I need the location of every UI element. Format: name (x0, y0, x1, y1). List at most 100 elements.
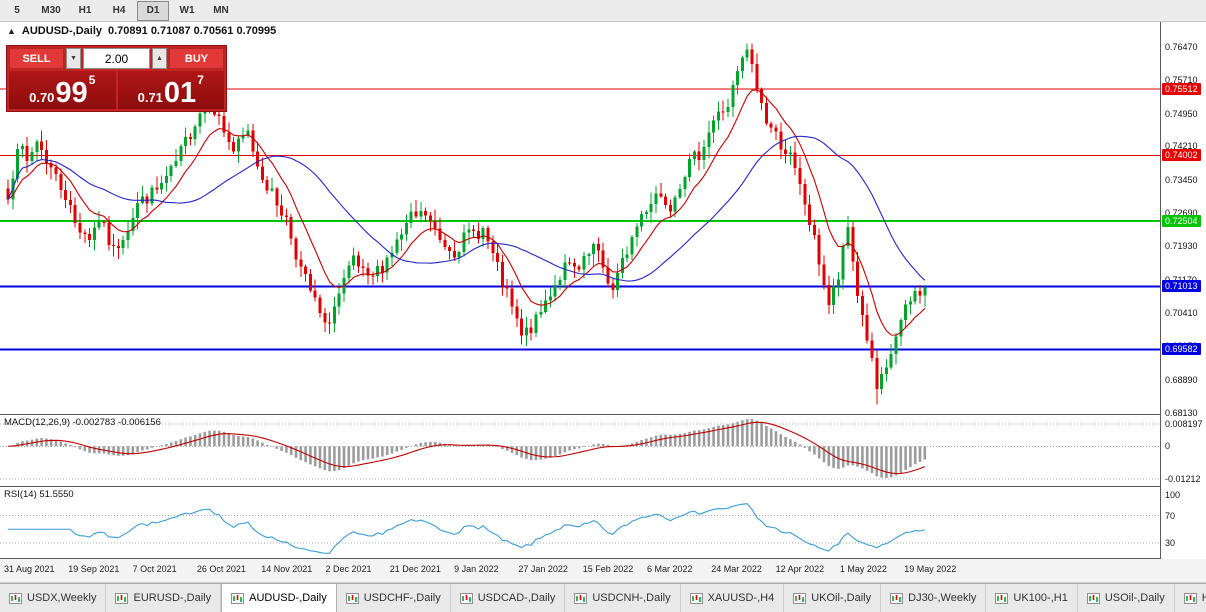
timeframe-button-h1[interactable]: H1 (78, 5, 92, 16)
volume-step-down-button[interactable]: ▼ (66, 48, 81, 69)
chart-ohlc-values: 0.70891 0.71087 0.70561 0.70995 (108, 25, 277, 37)
tab-chart-icon (1086, 592, 1100, 604)
tab-chart-icon (1183, 592, 1197, 604)
timeframe-button-d1[interactable]: D1 (137, 0, 169, 21)
macd-canvas (0, 419, 1160, 480)
chart-tab-label: USDCHF-,Daily (363, 592, 441, 604)
sell-button[interactable]: SELL (9, 48, 64, 69)
date-label: 24 Mar 2022 (711, 564, 762, 574)
chart-tab-eurusd-daily[interactable]: EURUSD-,Daily (106, 584, 222, 612)
chart-tab-xauusd-h4[interactable]: XAUUSD-,H4 (681, 584, 785, 612)
timeframe-button-mn[interactable]: MN (213, 5, 229, 16)
chart-tab-label: UKOil-,Daily (811, 592, 872, 604)
rsi-indicator-panel[interactable]: RSI(14) 51.5550 (0, 487, 1160, 559)
tab-chart-icon (459, 592, 473, 604)
price-tick: 0.72690 (1165, 207, 1198, 218)
chart-ohlc-header: ▲ AUDUSD-,Daily 0.70891 0.71087 0.70561 … (7, 25, 276, 37)
date-label: 6 Mar 2022 (647, 564, 693, 574)
chart-tab-usdcnh-daily[interactable]: USDCNH-,Daily (565, 584, 681, 612)
volume-input[interactable]: 2.00 (83, 48, 150, 69)
chart-tab-label: USDX,Weekly (27, 592, 97, 604)
price-tick: 0.68130 (1165, 408, 1198, 418)
date-label: 27 Jan 2022 (518, 564, 568, 574)
price-tick: 0.71930 (1165, 241, 1198, 252)
price-level-badge: 0.74002 (1162, 148, 1201, 161)
price-tick: 0.76470 (1165, 42, 1198, 52)
price-level-badge: 0.69582 (1162, 342, 1201, 355)
chart-tab-uk100-h1[interactable]: UK100-,H1 (986, 584, 1078, 612)
chart-tab-usdcad-daily[interactable]: USDCAD-,Daily (451, 584, 566, 612)
rsi-axis-tick: 30 (1165, 537, 1176, 548)
chart-tab-label: EURUSD-,Daily (133, 592, 212, 604)
ask-price[interactable]: 0.71 01 7 (117, 71, 224, 109)
bid-price[interactable]: 0.70 99 5 (9, 71, 116, 109)
chart-tab-label: UK100-,H1 (1013, 592, 1068, 604)
date-label: 12 Apr 2022 (775, 564, 825, 574)
date-label: 1 May 2022 (839, 564, 887, 574)
rsi-axis-tick: 70 (1165, 510, 1176, 521)
one-click-trade-panel: SELL ▼ 2.00 ▲ BUY 0.70 99 5 0.71 01 7 (6, 45, 227, 112)
rsi-axis-tick: 100 (1165, 490, 1181, 500)
date-label: 21 Dec 2021 (389, 564, 441, 574)
timeframe-button-m30[interactable]: M30 (41, 5, 61, 16)
rsi-label: RSI(14) 51.5550 (4, 489, 74, 500)
date-label: 7 Oct 2021 (132, 564, 177, 574)
volume-step-up-button[interactable]: ▲ (152, 48, 167, 69)
date-label: 19 May 2022 (904, 564, 957, 574)
date-label: 9 Jan 2022 (454, 564, 499, 574)
chart-tab-label: USDCAD-,Daily (477, 592, 556, 604)
tab-chart-icon (115, 592, 129, 604)
chart-tab-hk50-h1[interactable]: HK50-,H1 (1175, 584, 1206, 612)
timeframe-button-h4[interactable]: H4 (112, 5, 126, 16)
price-level-badge: 0.71013 (1162, 279, 1201, 292)
chart-tab-label: USDCNH-,Daily (592, 592, 671, 604)
chart-tab-label: USOil-,Daily (1104, 592, 1165, 604)
tab-chart-icon (689, 592, 703, 604)
macd-axis-tick: -0.01212 (1165, 473, 1201, 484)
price-tick: 0.73450 (1165, 174, 1198, 185)
price-level-badge: 0.75512 (1162, 82, 1201, 95)
buy-button[interactable]: BUY (169, 48, 224, 69)
price-tick: 0.74210 (1165, 141, 1198, 152)
macd-axis-tick: 0.008197 (1165, 419, 1203, 430)
chart-title: AUDUSD-,Daily (21, 25, 102, 37)
chart-tab-label: HK50-,H1 (1202, 592, 1206, 604)
price-tick: 0.68890 (1165, 374, 1198, 385)
chart-tab-usoil-daily[interactable]: USOil-,Daily (1078, 584, 1175, 612)
chart-tab-label: XAUUSD-,H4 (707, 592, 775, 604)
date-label: 15 Feb 2022 (582, 564, 634, 574)
timeframe-toolbar: 5 M30 H1 H4 D1 W1 MN (0, 0, 1206, 22)
bid-price-prefix: 0.70 (29, 90, 55, 105)
chart-tab-usdx-weekly[interactable]: USDX,Weekly (0, 584, 107, 612)
macd-indicator-panel[interactable]: MACD(12,26,9) -0.002783 -0.006156 (0, 415, 1160, 487)
ask-price-sup: 7 (197, 73, 204, 87)
date-axis[interactable]: 31 Aug 2021 19 Sep 2021 7 Oct 2021 26 Oct 2… (0, 559, 1206, 583)
tab-chart-icon (793, 592, 807, 604)
ask-price-prefix: 0.71 (137, 90, 163, 105)
bid-price-big: 99 (55, 77, 88, 109)
date-label: 14 Nov 2021 (261, 564, 313, 574)
price-tick: 0.75710 (1165, 75, 1198, 86)
chart-tab-audusd-daily[interactable]: AUDUSD-,Daily (221, 584, 337, 612)
tab-chart-icon (890, 592, 904, 604)
price-axis[interactable]: 0.76470 0.75710 0.74950 0.74210 0.73450 0.726… (1160, 22, 1206, 559)
chart-tab-label: AUDUSD-,Daily (249, 592, 327, 604)
tab-chart-icon (995, 592, 1009, 604)
chart-tab-ukoil-daily[interactable]: UKOil-,Daily (784, 584, 882, 612)
timeframe-button-w1[interactable]: W1 (179, 5, 195, 16)
chart-shift-marker-icon[interactable]: ▲ (7, 26, 16, 36)
ask-price-big: 01 (163, 77, 197, 109)
chart-tab-bar: USDX,Weekly EURUSD-,Daily AUDUSD-,Daily USD… (0, 583, 1206, 612)
tab-chart-icon (574, 592, 588, 604)
rsi-canvas (0, 503, 1160, 554)
bid-price-sup: 5 (88, 73, 96, 87)
price-tick: 0.70410 (1165, 307, 1198, 318)
chart-tab-usdchf-daily[interactable]: USDCHF-,Daily (337, 584, 451, 612)
chart-tab-dj30-weekly[interactable]: DJ30-,Weekly (881, 584, 987, 612)
timeframe-button-5[interactable]: 5 (14, 5, 20, 16)
date-label: 26 Oct 2021 (196, 564, 246, 574)
price-level-badge: 0.72504 (1162, 214, 1201, 227)
macd-axis-tick: 0 (1165, 441, 1171, 452)
candlestick-chart-canvas[interactable] (0, 22, 1160, 414)
